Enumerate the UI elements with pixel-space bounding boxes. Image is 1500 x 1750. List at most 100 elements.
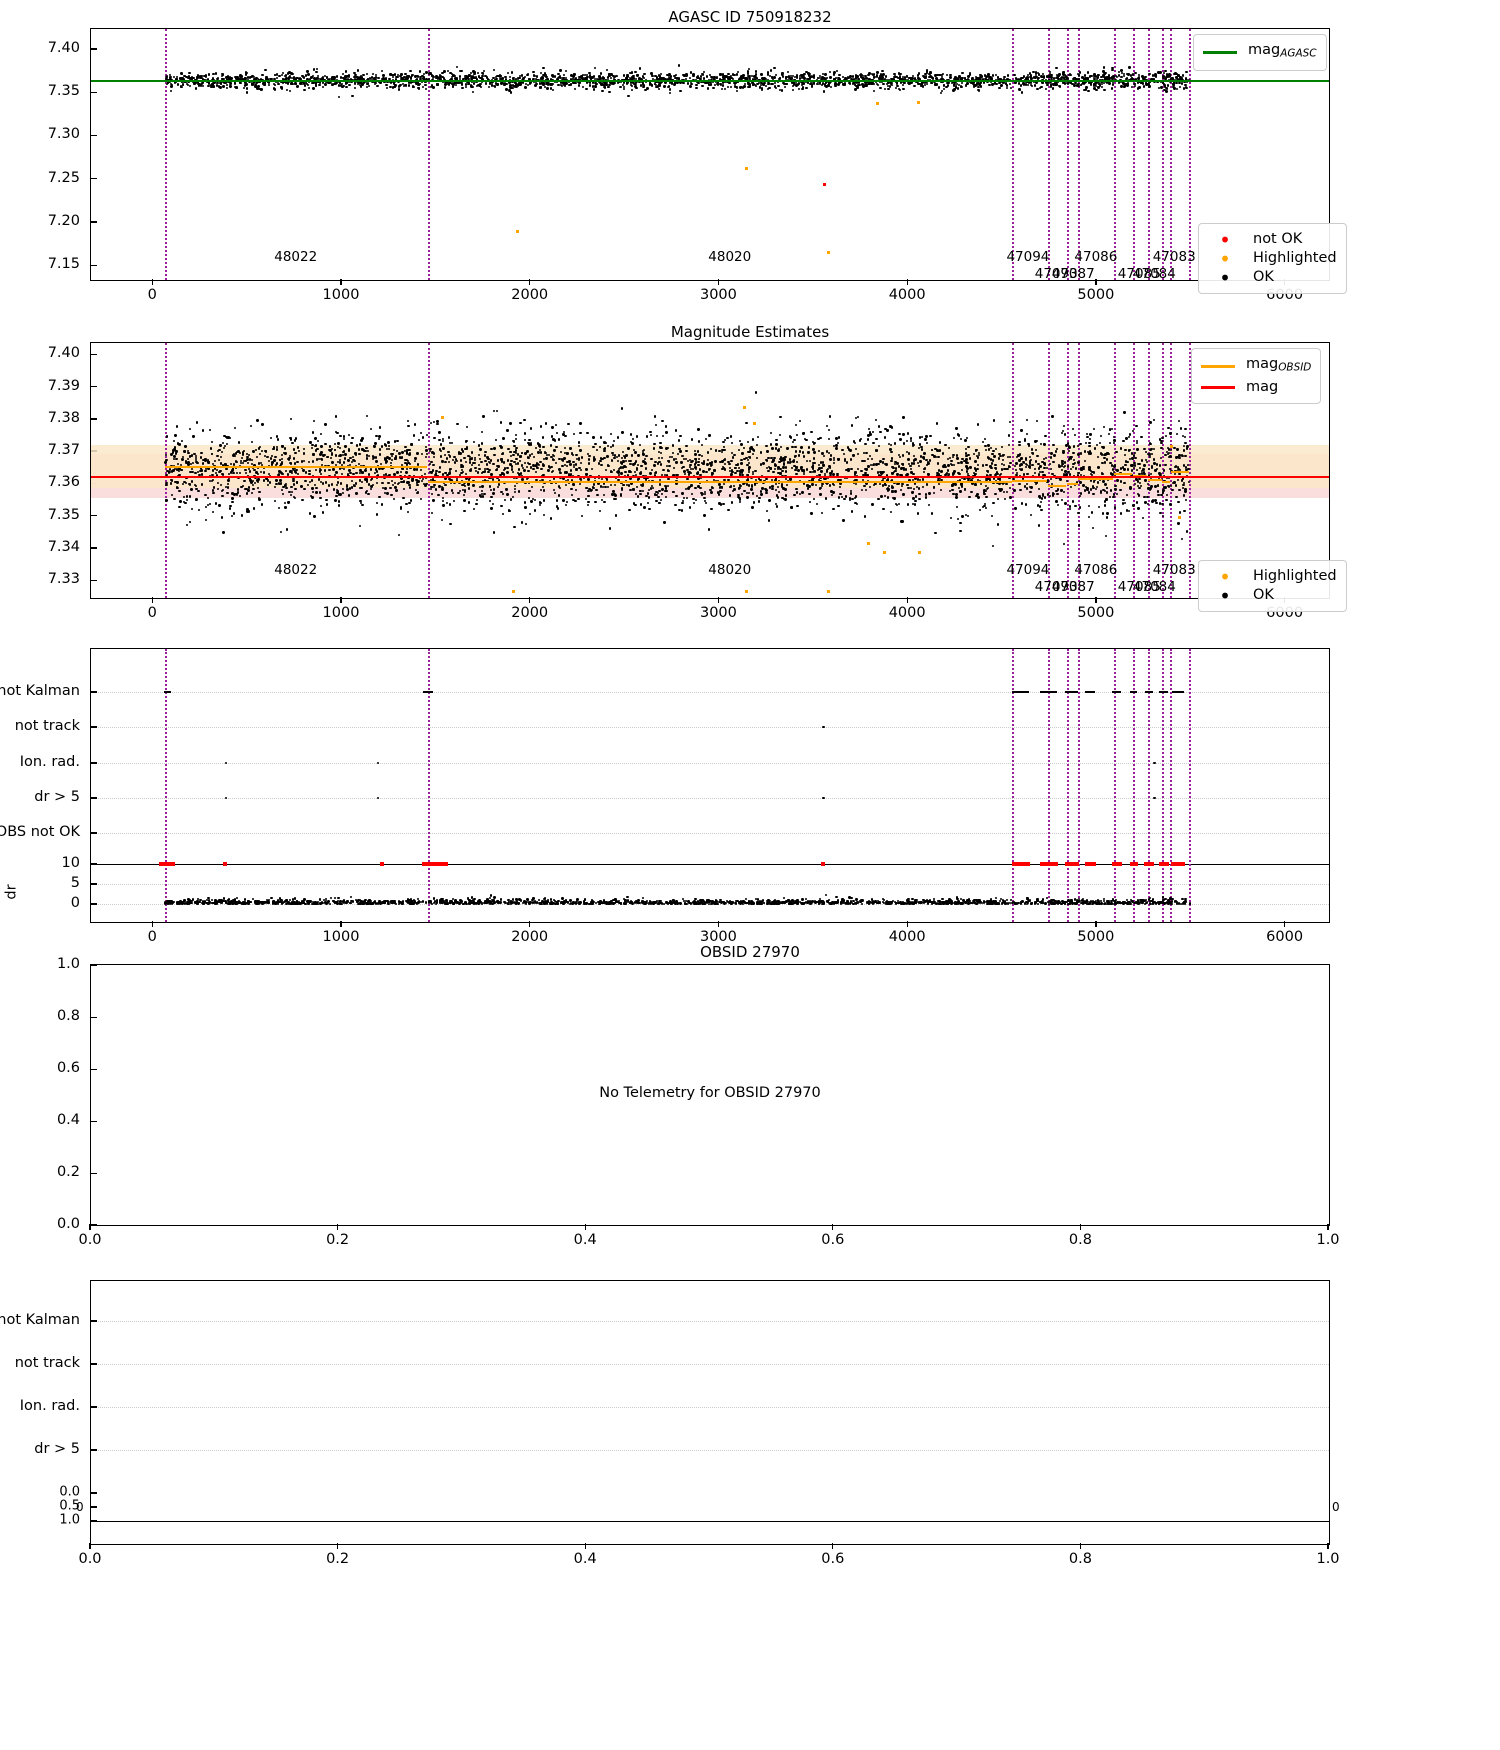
- data-point: [506, 459, 510, 462]
- data-point: [833, 71, 836, 74]
- data-point: [1162, 71, 1166, 75]
- data-point: [696, 74, 699, 78]
- data-point: [772, 470, 775, 474]
- data-point: [981, 505, 985, 509]
- data-point: [441, 496, 445, 500]
- data-point: [261, 423, 264, 426]
- y-tick-label: 7.35: [47, 83, 80, 100]
- data-point: [727, 72, 730, 76]
- data-point: [188, 71, 191, 75]
- data-point: [344, 78, 347, 81]
- data-point: [317, 77, 321, 81]
- data-point: [974, 483, 977, 486]
- data-point: [438, 466, 442, 469]
- data-point: [194, 79, 197, 82]
- data-point: [275, 435, 279, 438]
- data-point: [786, 447, 789, 450]
- data-point: [233, 454, 236, 457]
- data-point: [837, 504, 840, 508]
- data-point: [285, 76, 288, 80]
- data-point: [821, 73, 824, 76]
- data-point: [687, 82, 690, 85]
- obsid-text-label: 47086: [1074, 249, 1118, 265]
- data-point: [838, 73, 841, 77]
- data-point: [1111, 76, 1114, 79]
- data-point: [286, 72, 289, 75]
- data-point: [866, 438, 870, 441]
- data-point: [554, 461, 558, 464]
- data-point: [627, 79, 630, 82]
- data-point: [431, 78, 435, 81]
- data-point: [932, 491, 936, 494]
- data-point: [447, 83, 450, 86]
- data-point: [298, 77, 302, 80]
- data-point: [1040, 85, 1043, 89]
- data-point: [407, 74, 411, 78]
- data-point: [542, 464, 545, 467]
- data-point: [765, 444, 768, 448]
- data-point: [325, 503, 329, 506]
- data-point: [516, 462, 520, 465]
- data-point: [947, 473, 951, 476]
- data-point: [431, 74, 434, 78]
- data-point: [700, 75, 703, 78]
- data-point: [391, 73, 394, 76]
- data-point: [911, 74, 915, 78]
- data-point: [336, 460, 340, 464]
- data-point: [289, 438, 293, 441]
- data-point: [441, 473, 445, 476]
- data-point: [644, 467, 648, 470]
- data-point: [579, 422, 582, 425]
- data-point: [994, 463, 997, 467]
- data-point: [832, 507, 835, 511]
- data-point: [552, 88, 555, 91]
- data-point: [269, 457, 273, 460]
- data-point: [376, 501, 379, 504]
- data-point: [408, 81, 411, 84]
- data-point: [243, 479, 246, 483]
- data-point: [827, 437, 831, 441]
- data-point: [882, 507, 885, 511]
- data-point: [246, 76, 250, 79]
- data-point: [639, 492, 642, 496]
- data-point: [778, 433, 782, 437]
- data-point: [642, 85, 645, 89]
- data-point: [611, 444, 615, 447]
- data-point: [180, 72, 183, 76]
- data-point: [470, 77, 474, 81]
- data-point: [473, 71, 477, 74]
- data-point: [960, 81, 964, 85]
- data-point: [735, 89, 739, 93]
- data-point: [755, 456, 759, 459]
- data-point: [667, 85, 671, 88]
- data-point: [225, 84, 229, 87]
- data-point: [408, 483, 411, 487]
- data-point: [892, 78, 896, 81]
- data-point: [491, 502, 495, 506]
- data-point: [1034, 76, 1037, 79]
- data-point: [613, 75, 617, 79]
- data-point: [370, 78, 374, 82]
- data-point: [766, 71, 770, 74]
- data-point: [253, 468, 256, 471]
- data-point: [294, 451, 297, 454]
- data-point: [209, 503, 212, 506]
- data-point: [338, 81, 341, 85]
- data-point: [738, 439, 742, 443]
- data-point: [1037, 73, 1041, 76]
- data-point: [198, 76, 202, 79]
- data-point: [347, 79, 351, 82]
- data-point: [593, 66, 597, 70]
- data-point: [956, 82, 959, 86]
- data-point: [1008, 82, 1012, 85]
- data-point: [897, 72, 901, 75]
- data-point: [229, 85, 232, 88]
- data-point: [917, 82, 920, 86]
- data-point: [524, 86, 527, 89]
- data-point: [261, 74, 264, 77]
- data-point: [310, 76, 313, 79]
- data-point: [344, 453, 347, 456]
- data-point: [400, 75, 403, 79]
- data-point: [441, 75, 444, 78]
- data-point: [196, 74, 200, 77]
